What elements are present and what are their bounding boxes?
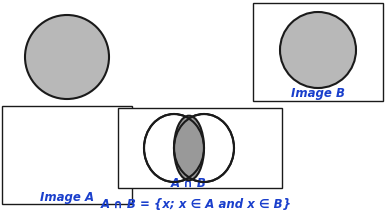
Ellipse shape xyxy=(144,114,204,182)
Ellipse shape xyxy=(280,12,356,88)
Text: A ∩ B: A ∩ B xyxy=(171,176,207,189)
Text: Image A: Image A xyxy=(40,190,94,203)
Text: Image B: Image B xyxy=(291,88,345,101)
Bar xyxy=(2,106,132,204)
Bar xyxy=(253,3,383,101)
Bar xyxy=(118,108,282,188)
Ellipse shape xyxy=(25,15,109,99)
Ellipse shape xyxy=(174,116,204,180)
Text: A ∩ B = {x; x ∈ A and x ∈ B}: A ∩ B = {x; x ∈ A and x ∈ B} xyxy=(100,197,292,210)
Ellipse shape xyxy=(174,114,234,182)
